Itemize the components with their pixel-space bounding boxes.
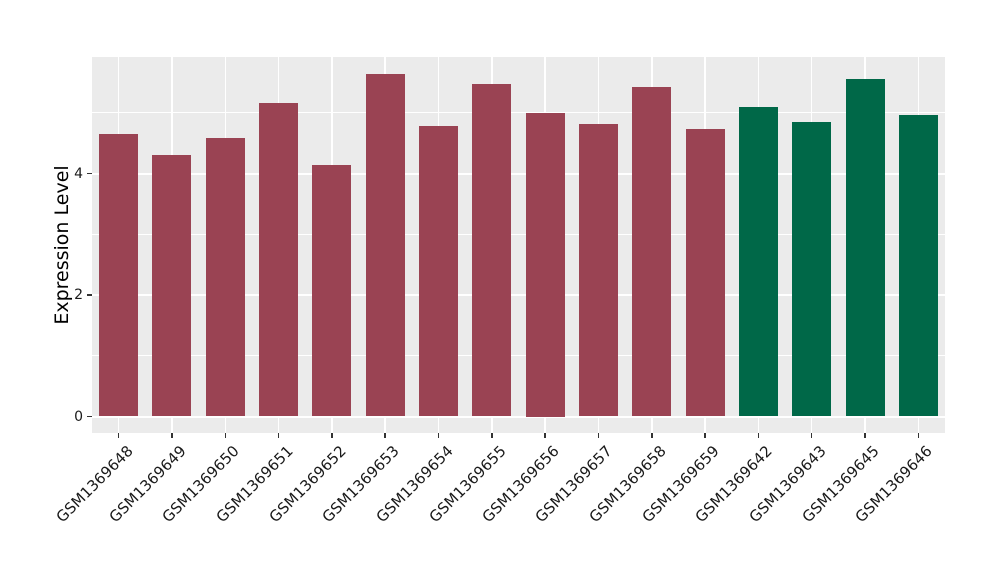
gridline-y-minor-5 (92, 112, 945, 114)
bar-GSM1369654 (419, 125, 459, 417)
y-tick-label-0: 0 (74, 408, 83, 425)
x-tick-mark-GSM1369648 (117, 433, 120, 438)
y-tick-mark-0 (87, 415, 92, 418)
bar-GSM1369659 (685, 129, 725, 417)
x-tick-mark-GSM1369652 (331, 433, 333, 438)
plot-panel (92, 57, 945, 433)
bar-GSM1369650 (205, 138, 245, 417)
x-tick-mark-GSM1369643 (810, 433, 813, 438)
gridline-y-minor-1 (92, 355, 945, 357)
x-tick-mark-GSM1369655 (491, 433, 493, 438)
bar-GSM1369643 (792, 121, 832, 417)
gridline-y-major-4 (92, 172, 945, 175)
bar-GSM1369653 (365, 74, 405, 417)
bar-GSM1369645 (845, 79, 885, 417)
x-tick-mark-GSM1369645 (864, 433, 866, 438)
x-tick-mark-GSM1369654 (437, 433, 440, 438)
gridline-y-major-0 (92, 415, 945, 418)
bar-GSM1369648 (99, 134, 139, 417)
x-tick-mark-GSM1369651 (277, 433, 280, 438)
x-tick-mark-GSM1369657 (597, 433, 600, 438)
x-tick-mark-GSM1369658 (651, 433, 653, 438)
x-tick-mark-GSM1369649 (171, 433, 173, 438)
y-tick-label-4: 4 (74, 165, 83, 182)
bar-GSM1369652 (312, 164, 352, 417)
y-tick-mark-4 (87, 172, 92, 175)
x-tick-mark-GSM1369656 (544, 433, 546, 438)
bar-GSM1369657 (578, 123, 618, 417)
bar-GSM1369658 (632, 86, 672, 417)
bar-GSM1369655 (472, 84, 512, 417)
x-tick-mark-GSM1369653 (384, 433, 386, 438)
y-tick-label-2: 2 (74, 287, 83, 303)
y-tick-mark-2 (87, 294, 92, 296)
bar-GSM1369651 (259, 103, 299, 417)
x-tick-mark-GSM1369642 (757, 433, 760, 438)
gridline-y-minor-3 (92, 233, 945, 235)
x-tick-mark-GSM1369659 (704, 433, 706, 438)
bar-GSM1369656 (525, 112, 565, 417)
bar-GSM1369646 (898, 115, 938, 417)
bar-GSM1369642 (738, 107, 778, 417)
gridline-y-major-2 (92, 294, 945, 296)
x-tick-mark-GSM1369646 (917, 433, 920, 438)
x-tick-mark-GSM1369650 (224, 433, 227, 438)
bar-GSM1369649 (152, 155, 192, 417)
